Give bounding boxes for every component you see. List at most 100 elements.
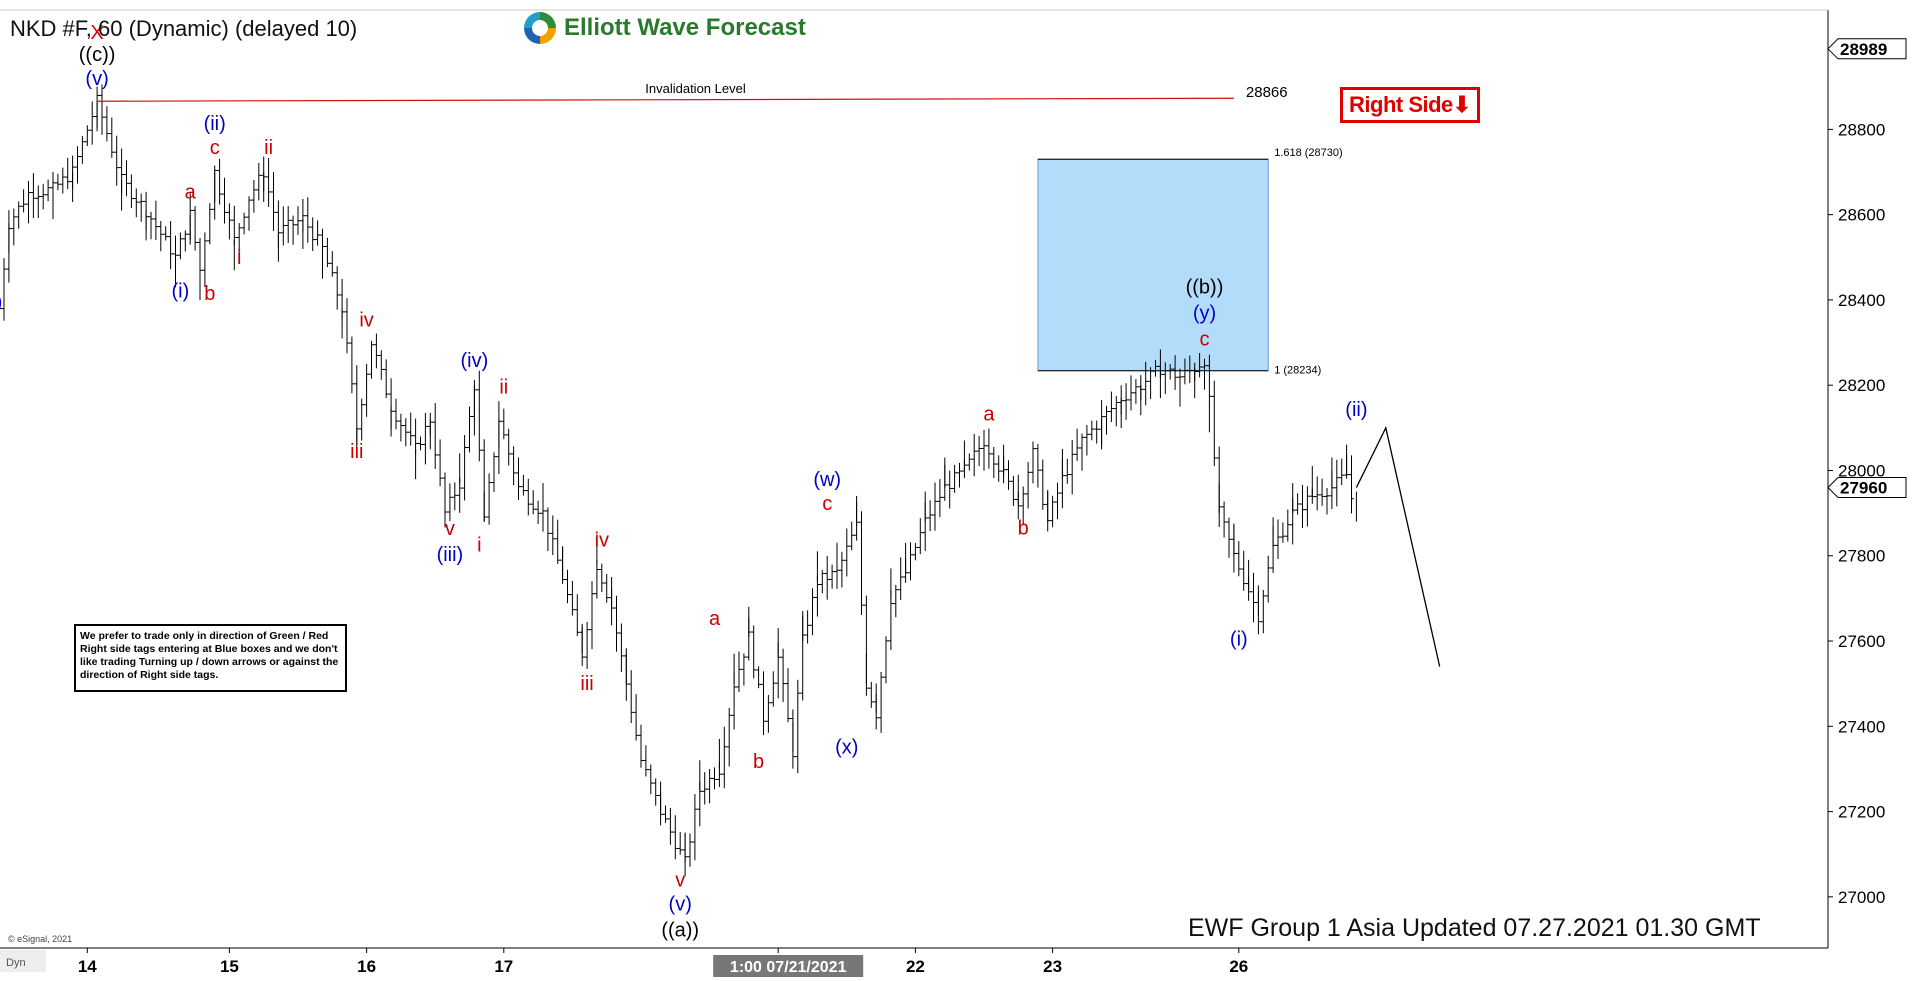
blue-target-box — [1037, 158, 1269, 372]
price-bar — [1050, 495, 1056, 528]
price-bar — [476, 370, 482, 462]
price-bar — [756, 666, 762, 689]
price-bar — [1187, 355, 1193, 384]
price-bar — [1153, 359, 1158, 377]
price-bar — [599, 563, 605, 593]
wave-label: ) — [0, 291, 2, 313]
price-bar — [795, 679, 801, 774]
price-bar — [109, 117, 115, 158]
price-bar — [1260, 589, 1266, 634]
price-bar — [1280, 522, 1286, 543]
price-bar — [883, 636, 889, 684]
right-side-label: Right Side — [1349, 92, 1453, 117]
price-bar — [1182, 358, 1188, 385]
price-bar — [535, 500, 541, 525]
price-bar — [491, 452, 497, 492]
price-bar — [21, 189, 27, 213]
invalidation-line — [97, 97, 1234, 102]
price-bar — [520, 474, 526, 496]
price-bar — [751, 625, 757, 679]
x-tick-label: 22 — [906, 957, 925, 976]
price-bar — [0, 308, 2, 310]
price-bar — [467, 406, 472, 453]
price-bar — [765, 695, 771, 733]
price-bar — [1162, 362, 1168, 394]
box-high-label: 1.618 (28730) — [1274, 147, 1343, 159]
price-bar — [1035, 443, 1041, 488]
price-bar — [932, 482, 938, 531]
price-bar — [898, 557, 904, 601]
invalidation-label: Invalidation Level — [645, 81, 746, 96]
price-bar — [770, 671, 776, 707]
price-bar — [878, 671, 884, 733]
price-bar — [231, 205, 237, 246]
price-bar — [888, 590, 894, 650]
price-bar — [192, 206, 198, 251]
price-bar — [614, 595, 619, 652]
wave-label: (v) — [669, 894, 692, 916]
target-box-layer: 1.618 (28730) 1 (28234) — [1037, 147, 1343, 377]
price-bar — [702, 772, 708, 805]
price-bar — [383, 359, 389, 399]
wave-label: (iii) — [437, 544, 464, 566]
price-bar — [16, 201, 22, 229]
wave-label: (i) — [172, 280, 190, 302]
box-low-label: 1 (28234) — [1274, 365, 1321, 377]
price-box — [1827, 477, 1907, 499]
wave-label: (v) — [85, 68, 108, 90]
wave-label: b — [1018, 518, 1029, 540]
price-bar — [393, 398, 399, 430]
price-bar — [628, 670, 634, 724]
price-bar — [280, 206, 286, 246]
price-bar — [839, 551, 845, 588]
price-bar — [908, 542, 913, 581]
price-bar — [633, 694, 639, 741]
annotation-lines: Invalidation Level 28866 — [97, 81, 1441, 667]
price-bar — [1064, 458, 1070, 484]
price-bar — [971, 433, 977, 477]
x-tick-label: 15 — [220, 957, 239, 976]
price-bar — [780, 648, 786, 703]
wave-label: c — [1200, 329, 1210, 351]
wave-label: c — [822, 493, 832, 515]
x-tick-label: 1:00 07/21/2021 — [730, 959, 847, 976]
price-bar — [207, 203, 213, 245]
price-bar — [917, 518, 923, 555]
price-bar — [124, 160, 129, 197]
price-bar — [1334, 459, 1340, 507]
price-bar — [844, 528, 850, 577]
price-bar — [991, 446, 997, 479]
wave-label: iii — [580, 673, 593, 695]
x-tick-label: 26 — [1229, 957, 1248, 976]
price-bar — [89, 101, 95, 145]
x-tick-label: 14 — [78, 957, 97, 976]
y-tick-label: 28200 — [1838, 376, 1885, 395]
price-bar — [452, 482, 458, 511]
price-bar — [168, 221, 174, 270]
price-bar — [182, 230, 188, 252]
price-bar — [315, 220, 321, 246]
price-bar — [1010, 475, 1016, 506]
price-bar — [329, 251, 335, 277]
right-side-tag: Right Side⬇ — [1340, 87, 1480, 123]
price-bar — [1084, 425, 1090, 456]
price-bar — [1167, 364, 1173, 380]
price-bar — [814, 575, 820, 617]
x-tick-label: 17 — [494, 957, 513, 976]
price-bar — [148, 211, 154, 240]
price-bar — [1251, 572, 1256, 623]
price-bar — [462, 435, 468, 501]
price-bar — [1211, 380, 1217, 467]
price-bar — [1055, 482, 1060, 520]
price-bar — [55, 173, 61, 191]
copyright-text: © eSignal, 2021 — [8, 934, 73, 944]
wave-label: b — [753, 751, 764, 773]
price-bar — [65, 157, 71, 190]
wave-label: v — [675, 870, 685, 892]
wave-label: (ii) — [1345, 399, 1367, 421]
wave-label: (ii) — [204, 113, 226, 135]
price-bar — [241, 212, 247, 235]
down-arrow-icon: ⬇ — [1452, 92, 1471, 117]
price-bar — [1020, 486, 1026, 526]
corner-label: Dyn — [6, 957, 26, 969]
